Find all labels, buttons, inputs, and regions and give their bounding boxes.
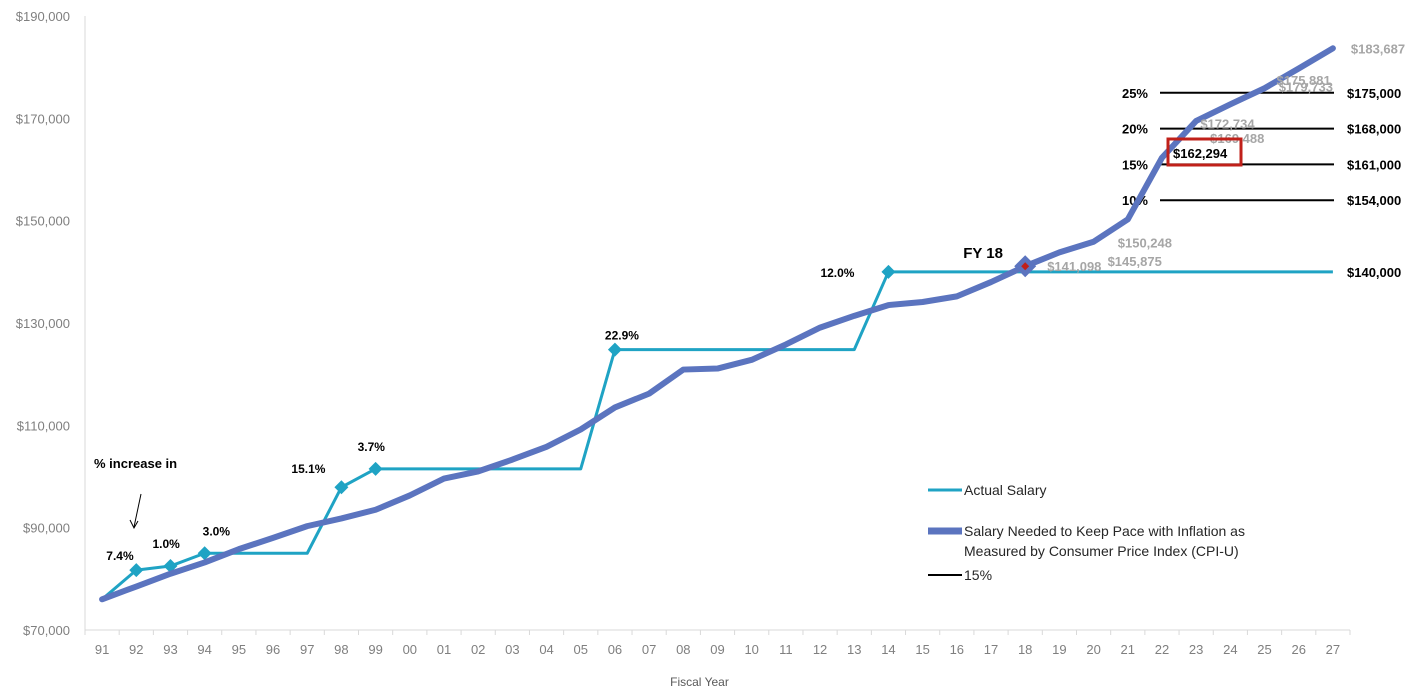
x-tick-label: 01 — [437, 642, 451, 657]
annotation-arrow-head — [129, 519, 139, 530]
actual-salary-marker — [881, 264, 896, 279]
y-tick-label: $70,000 — [23, 623, 70, 638]
actual-salary-marker — [368, 461, 383, 476]
x-tick-label: 06 — [608, 642, 622, 657]
x-tick-label: 08 — [676, 642, 690, 657]
x-tick-label: 92 — [129, 642, 143, 657]
x-tick-label: 17 — [984, 642, 998, 657]
cpi-value-label: $183,687 — [1351, 41, 1405, 56]
annotation-arrow-line — [133, 493, 142, 528]
x-tick-label: 04 — [539, 642, 553, 657]
x-tick-label: 05 — [574, 642, 588, 657]
annotation-text: % increase in — [94, 456, 177, 471]
cpi-value-label: $172,734 — [1200, 116, 1255, 131]
legend-label-reference: 15% — [964, 567, 992, 583]
actual-salary-end-label: $140,000 — [1347, 265, 1401, 280]
x-tick-label: 07 — [642, 642, 656, 657]
cpi-value-label: $145,875 — [1108, 254, 1162, 269]
x-tick-label: 11 — [779, 642, 793, 657]
fy18-label: FY 18 — [963, 245, 1003, 262]
x-tick-label: 26 — [1291, 642, 1305, 657]
y-tick-label: $90,000 — [23, 521, 70, 536]
reference-pct-label: 25% — [1122, 86, 1148, 101]
x-tick-label: 12 — [813, 642, 827, 657]
x-tick-label: 94 — [197, 642, 211, 657]
x-axis-title: Fiscal Year — [670, 675, 729, 689]
x-tick-label: 16 — [950, 642, 964, 657]
x-tick-label: 22 — [1155, 642, 1169, 657]
x-tick-label: 23 — [1189, 642, 1203, 657]
x-tick-label: 02 — [471, 642, 485, 657]
actual-salary-marker — [334, 480, 349, 495]
reference-value-label: $175,000 — [1347, 86, 1401, 101]
percent-increase-label: 1.0% — [152, 537, 180, 551]
x-tick-label: 91 — [95, 642, 109, 657]
axes-group: 91 92 93 94 95 96 97 98 99 00 01 02 03 04 05 06 07 08 09 10… — [16, 9, 1351, 689]
y-tick-label: $110,000 — [17, 418, 70, 433]
y-tick-label: $130,000 — [16, 316, 70, 331]
cpi-value-label: $175,881 — [1277, 73, 1331, 88]
fy18-marker-center — [1021, 262, 1030, 271]
legend-label-actual: Actual Salary — [964, 482, 1046, 498]
x-tick-label: 24 — [1223, 642, 1237, 657]
percent-increase-label: 3.0% — [203, 524, 231, 538]
x-tick-label: 93 — [163, 642, 177, 657]
x-tick-label: 21 — [1121, 642, 1135, 657]
x-tick-label: 19 — [1052, 642, 1066, 657]
cpi-value-label: $141,098 — [1047, 259, 1101, 274]
x-tick-label: 00 — [403, 642, 417, 657]
cpi-value-label: $150,248 — [1118, 235, 1172, 250]
data-labels-group: $140,000 FY 18 7.4% 1.0% 3.0% 15.1% 3.7% 22.9% 1… — [94, 41, 1405, 563]
x-tick-label: 18 — [1018, 642, 1032, 657]
x-tick-label: 20 — [1086, 642, 1100, 657]
x-tick-label: 10 — [744, 642, 758, 657]
y-tick-label: $150,000 — [16, 214, 70, 229]
reference-value-label: $168,000 — [1347, 122, 1401, 137]
x-tick-label: 25 — [1257, 642, 1271, 657]
reference-value-label: $161,000 — [1347, 157, 1401, 172]
series-group — [99, 45, 1336, 603]
x-tick-label: 13 — [847, 642, 861, 657]
x-tick-label: 14 — [881, 642, 895, 657]
highlight-value: $162,294 — [1173, 146, 1228, 161]
x-tick-label: 03 — [505, 642, 519, 657]
percent-increase-label: 22.9% — [605, 329, 639, 343]
y-tick-label: $190,000 — [16, 9, 70, 24]
legend-label-cpi: Salary Needed to Keep Pace with Inflatio… — [964, 523, 1245, 559]
y-tick-label: $170,000 — [16, 111, 70, 126]
reference-pct-label: 20% — [1122, 122, 1148, 137]
x-tick-label: 96 — [266, 642, 280, 657]
highlight-box — [1166, 137, 1243, 167]
x-tick-label: 09 — [710, 642, 724, 657]
legend-group: Actual Salary Salary Needed to Keep Pace … — [928, 482, 1245, 583]
reference-pct-label: 15% — [1122, 157, 1148, 172]
percent-increase-label: 7.4% — [106, 549, 134, 563]
x-tick-label: 98 — [334, 642, 348, 657]
reference-value-label: $154,000 — [1347, 193, 1401, 208]
actual-salary-marker — [129, 563, 144, 578]
x-tick-label: 99 — [368, 642, 382, 657]
percent-increase-label: 12.0% — [820, 266, 854, 280]
x-tick-label: 97 — [300, 642, 314, 657]
actual-salary-marker — [197, 546, 212, 561]
cpi-value-label: $179,733 — [1279, 80, 1333, 95]
cpi-salary-line — [99, 45, 1336, 603]
percent-increase-label: 3.7% — [358, 440, 386, 454]
percent-increase-label: 15.1% — [291, 462, 325, 476]
x-tick-label: 27 — [1326, 642, 1340, 657]
x-tick-label: 95 — [232, 642, 246, 657]
actual-salary-marker — [607, 342, 622, 357]
x-tick-label: 15 — [915, 642, 929, 657]
